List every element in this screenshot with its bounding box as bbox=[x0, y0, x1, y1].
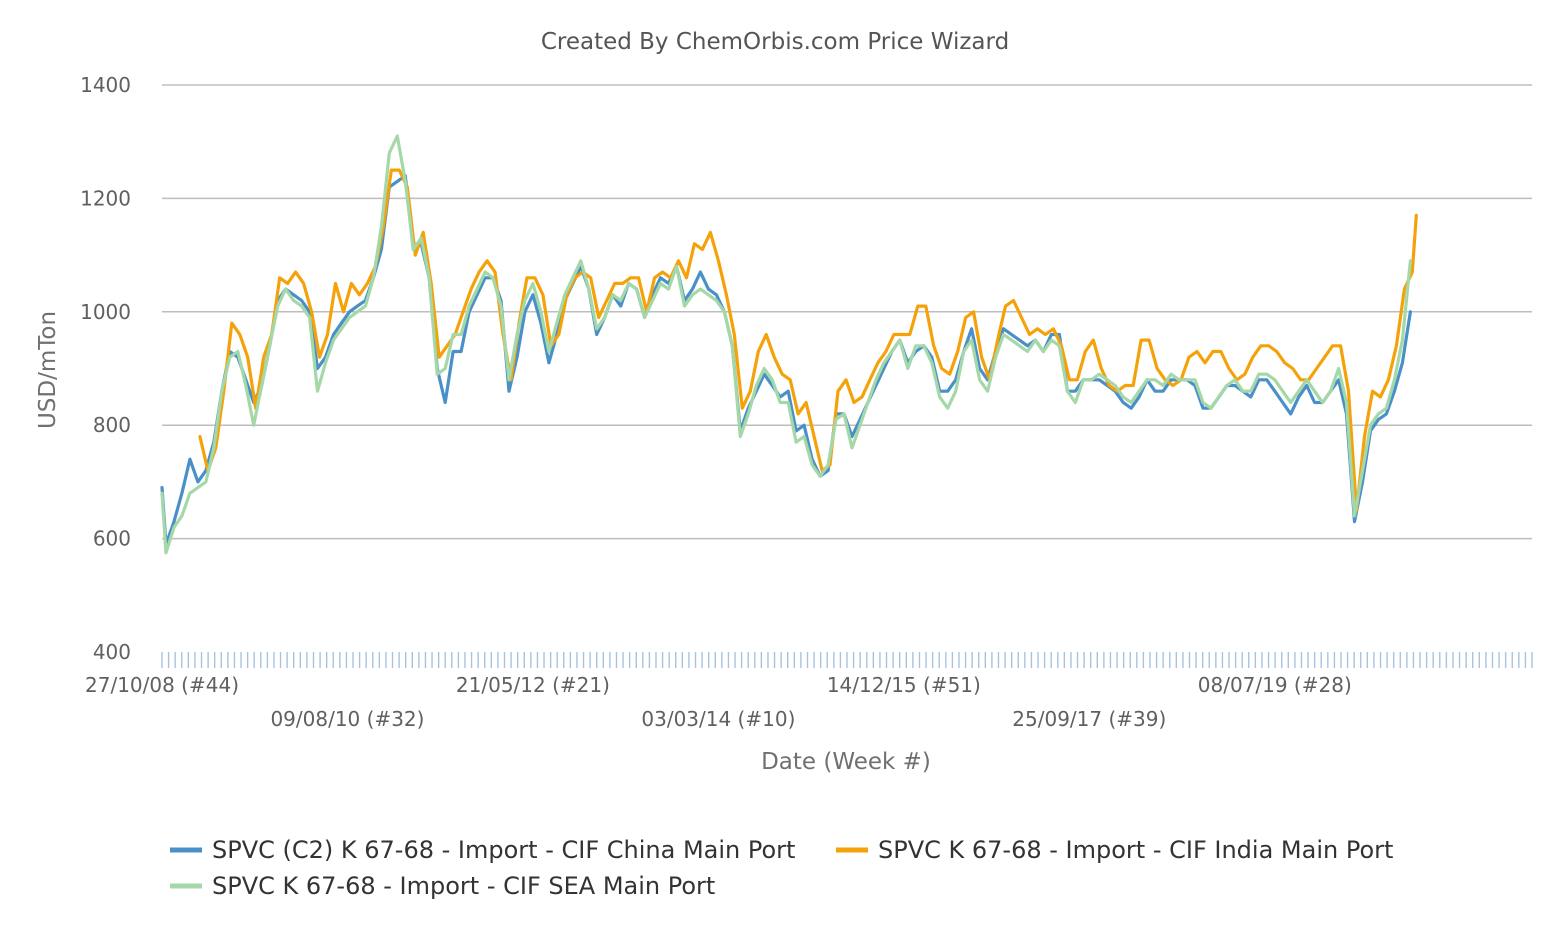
x-tick-label: 21/05/12 (#21) bbox=[456, 673, 610, 697]
x-axis-minor-ticks bbox=[161, 652, 1533, 668]
y-tick-label: 1400 bbox=[80, 73, 131, 97]
chart-title: Created By ChemOrbis.com Price Wizard bbox=[541, 29, 1009, 55]
x-tick-label: 03/03/14 (#10) bbox=[641, 707, 795, 731]
y-tick-label: 1200 bbox=[80, 186, 131, 210]
series-line bbox=[160, 134, 1412, 555]
legend-label: SPVC K 67-68 - Import - CIF India Main P… bbox=[878, 836, 1393, 864]
y-tick-label: 600 bbox=[93, 527, 131, 551]
legend-label: SPVC K 67-68 - Import - CIF SEA Main Por… bbox=[212, 872, 715, 900]
x-tick-label: 09/08/10 (#32) bbox=[270, 707, 424, 731]
legend: SPVC (C2) K 67-68 - Import - CIF China M… bbox=[170, 836, 1393, 900]
y-tick-label: 1000 bbox=[80, 300, 131, 324]
x-tick-label: 14/12/15 (#51) bbox=[827, 673, 981, 697]
x-axis-label: Date (Week #) bbox=[761, 749, 931, 775]
y-axis-ticks: 400 600 800 1000 1200 1400 bbox=[80, 73, 131, 664]
x-axis-tick-labels: 27/10/08 (#44) 09/08/10 (#32) 21/05/12 (#2… bbox=[85, 673, 1352, 731]
y-tick-label: 400 bbox=[93, 640, 131, 664]
legend-label: SPVC (C2) K 67-68 - Import - CIF China M… bbox=[212, 836, 795, 864]
x-tick-label: 27/10/08 (#44) bbox=[85, 673, 239, 697]
y-tick-label: 800 bbox=[93, 413, 131, 437]
y-axis-label: USD/mTon bbox=[35, 311, 61, 429]
grid-lines bbox=[162, 84, 1532, 540]
x-tick-label: 25/09/17 (#39) bbox=[1012, 707, 1166, 731]
series-lines bbox=[160, 134, 1418, 555]
x-tick-label: 08/07/19 (#28) bbox=[1198, 673, 1352, 697]
